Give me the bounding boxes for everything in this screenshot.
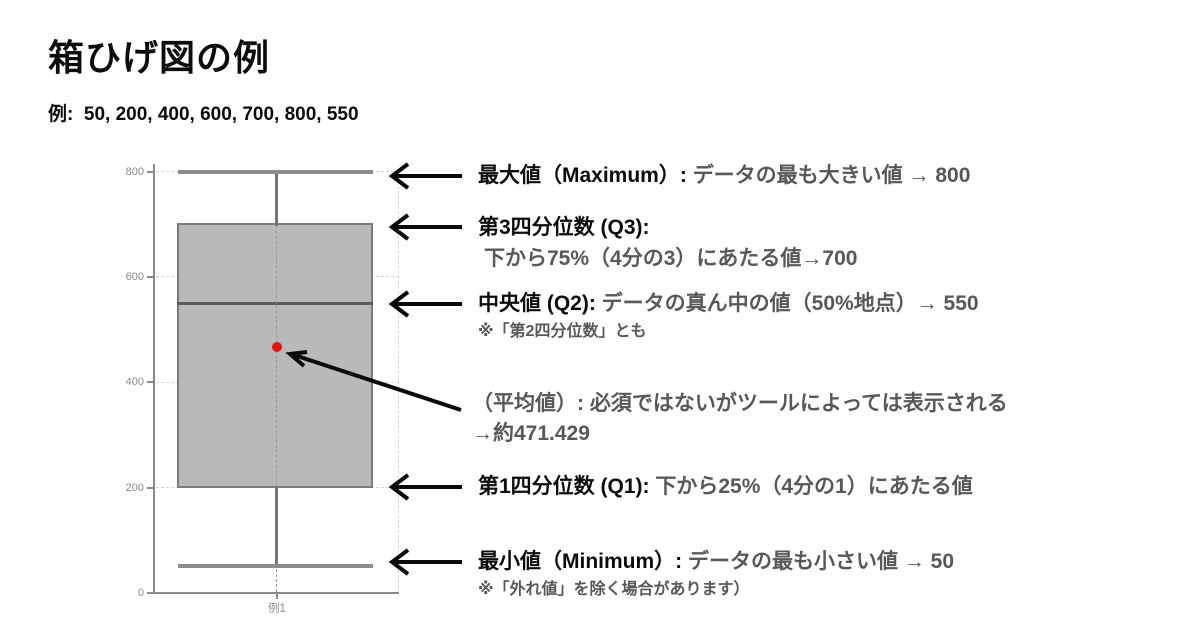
minimum-whisker-cap: [178, 564, 373, 568]
annotation-desc: 下から25%（4分の1）にあたる値: [655, 475, 973, 498]
annotation-term: 第1四分位数 (Q1):: [478, 475, 656, 498]
annotation-desc: データの最も大きい値 → 800: [692, 164, 971, 187]
annotation-line: 最小値（Minimum）: データの最も小さい値 → 50: [478, 547, 954, 577]
page-title: 箱ひげ図の例: [48, 37, 271, 78]
y-tick-label: 400: [125, 376, 144, 388]
annotation-note: ※「第2四分位数」とも: [478, 323, 647, 340]
maximum-whisker-cap: [178, 170, 373, 174]
plot-right-dashed-edge: [398, 171, 399, 593]
annotation-line: →約471.429: [472, 419, 1008, 449]
annotation-value: →約471.429: [472, 422, 590, 445]
annotation-median: 中央値 (Q2): データの真ん中の値（50%地点）→ 550 ※「第2四分位数…: [478, 289, 979, 345]
median-line: [177, 302, 373, 305]
annotation-q1: 第1四分位数 (Q1): 下から25%（4分の1）にあたる値: [478, 472, 973, 502]
annotation-maximum: 最大値（Maximum）: データの最も大きい値 → 800: [478, 161, 970, 191]
annotation-desc: データの真ん中の値（50%地点）→ 550: [601, 292, 979, 315]
example-dataset-text: 例: 50, 200, 400, 600, 700, 800, 550: [48, 104, 359, 125]
annotation-desc: （平均値）: 必須ではないがツールによっては表示される: [472, 392, 1008, 415]
y-tick-label: 0: [137, 587, 144, 599]
y-tick-label: 600: [125, 271, 144, 283]
category-center-dashed-line: [276, 171, 277, 592]
boxplot-box: [177, 223, 373, 488]
annotation-minimum: 最小値（Minimum）: データの最も小さい値 → 50 ※「外れ値」を除く場…: [478, 547, 954, 603]
y-tick-label: 800: [125, 166, 144, 178]
y-tick-label: 200: [125, 482, 144, 494]
annotation-line: 中央値 (Q2): データの真ん中の値（50%地点）→ 550: [478, 289, 979, 319]
annotation-line: （平均値）: 必須ではないがツールによっては表示される: [472, 389, 1008, 419]
annotation-line: 最大値（Maximum）: データの最も大きい値 → 800: [478, 161, 970, 191]
annotation-term: 最小値（Minimum）:: [478, 550, 688, 573]
upper-whisker: [275, 172, 278, 226]
annotation-term: 第3四分位数 (Q3):: [478, 216, 650, 239]
y-tick: [147, 381, 153, 383]
annotation-mean: （平均値）: 必須ではないがツールによっては表示される →約471.429: [472, 389, 1008, 449]
annotation-term: 最大値（Maximum）:: [478, 164, 693, 187]
mean-dot: [272, 342, 282, 352]
annotation-q3: 第3四分位数 (Q3): 下から75%（4分の3）にあたる値→700: [478, 212, 857, 274]
annotation-line: 第1四分位数 (Q1): 下から25%（4分の1）にあたる値: [478, 472, 973, 502]
annotation-term: 中央値 (Q2):: [478, 292, 602, 315]
y-tick: [147, 592, 153, 594]
y-tick: [147, 276, 153, 278]
annotation-note: ※「外れ値」を除く場合があります）: [478, 581, 750, 598]
annotation-line: 第3四分位数 (Q3):: [478, 212, 857, 243]
y-axis-line: [153, 164, 155, 593]
x-tick: [276, 594, 278, 599]
lower-whisker: [275, 486, 278, 566]
y-tick: [147, 171, 153, 173]
x-tick-label: 例1: [268, 603, 286, 615]
annotation-line: 下から75%（4分の3）にあたる値→700: [478, 243, 857, 274]
annotation-desc: データの最も小さい値 → 50: [688, 550, 955, 573]
x-axis-line: [153, 592, 399, 594]
y-tick: [147, 487, 153, 489]
annotation-desc: 下から75%（4分の3）にあたる値→700: [484, 247, 858, 270]
